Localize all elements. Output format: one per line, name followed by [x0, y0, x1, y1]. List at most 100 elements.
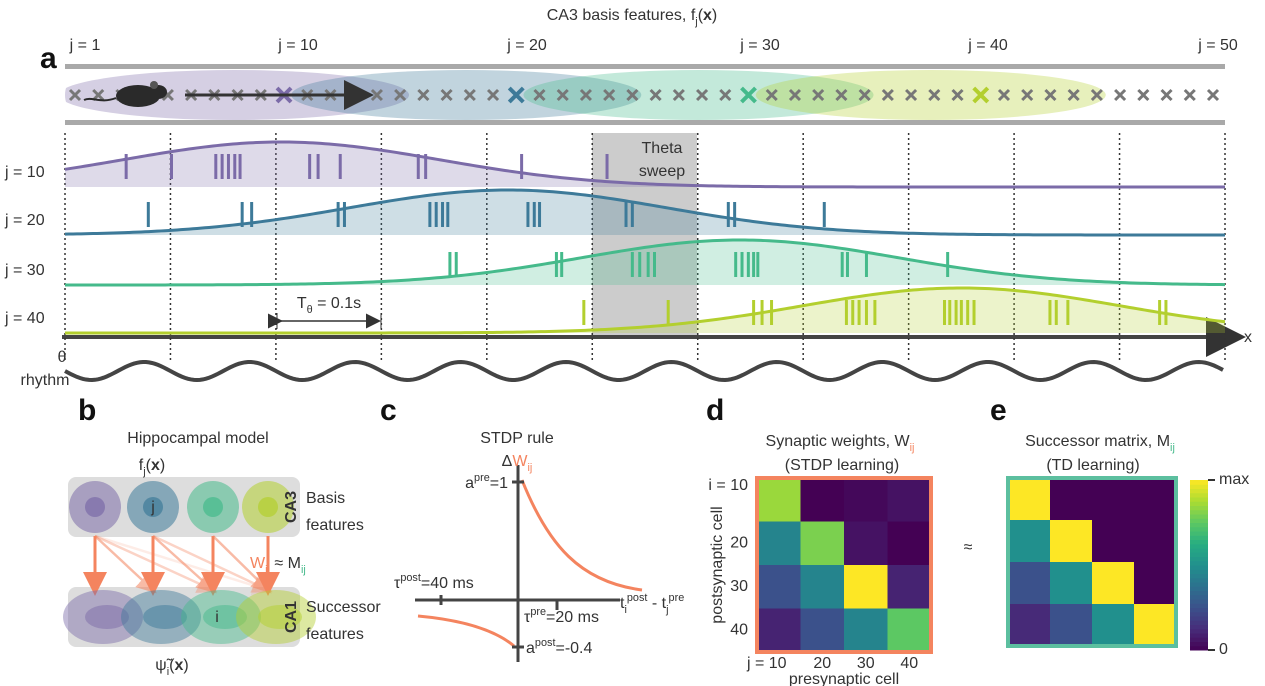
heatmap-cell	[1092, 478, 1135, 521]
feature-marker	[1090, 88, 1103, 102]
heatmap-cell	[757, 565, 801, 609]
layer-label: features	[306, 517, 364, 534]
heatmap-cell	[844, 565, 888, 609]
successor-cell-core	[258, 605, 302, 629]
feature-label: j = 10	[277, 37, 318, 54]
successor-cell-core	[203, 605, 247, 629]
node-label: j	[150, 499, 155, 516]
text-part: - t	[647, 595, 666, 612]
colorbar-segment	[1190, 535, 1208, 540]
colorbar-segment	[1190, 484, 1208, 489]
layer-label: Successor	[306, 599, 381, 616]
feature-marker	[1114, 88, 1127, 102]
projection	[152, 535, 217, 594]
tau-post-label: τpost=40 ms	[394, 572, 474, 592]
colorbar-segment	[1190, 543, 1208, 549]
text-part: θ	[307, 304, 313, 316]
feature-marker	[440, 88, 453, 102]
heatmap-cell	[757, 521, 801, 566]
text-part: f	[139, 457, 144, 474]
col-label: 40	[900, 655, 918, 672]
feature-marker	[951, 88, 964, 102]
row-label: 30	[730, 578, 748, 595]
successor-cell-core	[85, 605, 129, 629]
text-part: (	[169, 657, 175, 674]
heatmap-cell	[844, 478, 888, 522]
text-part: pre	[474, 472, 490, 484]
text-part: )	[160, 457, 165, 474]
stdp-ltd-curve	[417, 614, 515, 648]
heatmap-cell	[887, 608, 932, 653]
text-part: =-0.4	[555, 640, 592, 657]
colorbar-segment	[1190, 560, 1208, 566]
text-part: Synaptic weights, W	[766, 433, 911, 450]
feature-marker	[972, 86, 990, 104]
colorbar-segment	[1190, 590, 1208, 596]
heatmap-cell	[800, 478, 845, 522]
heatmap-cell	[1008, 520, 1051, 563]
colorbar-segment	[1190, 624, 1208, 630]
feature-marker	[68, 88, 82, 102]
heatmap-subtitle: (TD learning)	[1046, 457, 1139, 474]
colorbar-segment	[1190, 497, 1208, 502]
basis-cell-core	[143, 497, 163, 517]
feature-marker	[812, 88, 825, 102]
text-part: (	[146, 457, 152, 474]
feature-marker	[835, 88, 848, 102]
heatmap-cell	[800, 565, 845, 609]
heatmap-cell	[1134, 478, 1177, 521]
colorbar-segment	[1190, 599, 1208, 604]
colorbar-segment	[1190, 531, 1208, 536]
feature-marker	[881, 88, 894, 102]
region-label: CA1	[283, 601, 300, 633]
place-field	[523, 70, 874, 120]
field-curve	[64, 140, 1225, 189]
heatmap-cell	[1092, 520, 1135, 563]
col-label: j = 10	[746, 655, 787, 672]
text-part: τ	[394, 575, 401, 592]
heatmap-cell	[800, 521, 845, 566]
colorbar-segment	[1190, 505, 1208, 511]
colorbar-segment	[1190, 552, 1208, 557]
text-part: ≈ M	[270, 555, 301, 572]
text-part: =20 ms	[546, 609, 599, 626]
heatmap-cell	[800, 608, 845, 653]
theta-sweep-band	[592, 133, 697, 337]
heatmap-cell	[887, 565, 932, 609]
text-part: W	[512, 453, 528, 470]
a-pre-label: apre=1	[465, 472, 508, 492]
network	[63, 481, 316, 644]
text-part: τ	[524, 609, 531, 626]
a-post-label: apost=-0.4	[526, 637, 592, 657]
colorbar-segment	[1190, 569, 1208, 574]
row-label: 40	[730, 621, 748, 638]
text-part: post	[535, 637, 556, 649]
text-part: x	[151, 457, 160, 474]
rhythm-label: rhythm	[21, 372, 70, 389]
heatmap-border	[755, 476, 933, 654]
field-area	[65, 240, 1225, 285]
heatmap-cell	[1134, 520, 1177, 563]
node-label: i	[215, 609, 219, 626]
field-curve	[65, 286, 1226, 335]
feature-marker	[626, 88, 639, 102]
row-label: i = 10	[708, 477, 748, 494]
weight-relation: Wij ≈ Mij	[250, 555, 306, 576]
panel-label: a	[40, 42, 57, 75]
colorbar-segment	[1190, 645, 1208, 651]
colorbar-segment	[1190, 633, 1208, 638]
successor-cell-core	[143, 605, 187, 629]
heatmap-cell	[887, 478, 932, 522]
text-part: )	[183, 657, 188, 674]
feature-marker	[765, 88, 778, 102]
colorbar-segment	[1190, 488, 1208, 494]
heatmap-cell	[1134, 562, 1177, 605]
track-rail	[65, 120, 1225, 125]
heatmap-cell	[844, 608, 888, 653]
text-part: pre	[669, 592, 685, 604]
sweep-label: Theta	[642, 140, 683, 157]
col-label: 20	[813, 655, 831, 672]
panel-label: e	[990, 394, 1007, 427]
feature-marker	[1137, 88, 1150, 102]
